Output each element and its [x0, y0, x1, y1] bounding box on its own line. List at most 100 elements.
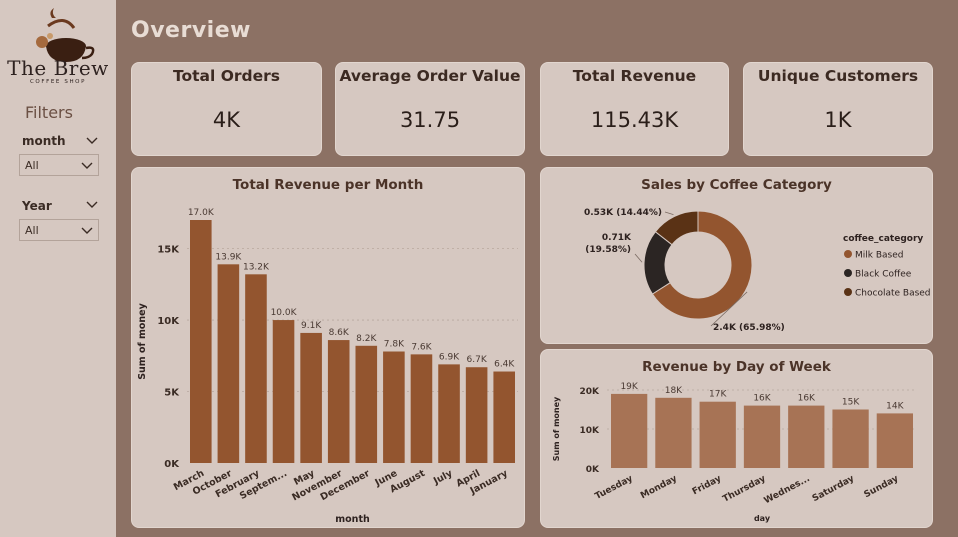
x-axis-title: day: [754, 514, 771, 523]
kpi-card-total-revenue: Total Revenue 115.43K: [540, 62, 729, 156]
data-label: 0.71K: [602, 233, 632, 243]
data-label: (19.58%): [585, 245, 631, 255]
chevron-down-icon[interactable]: [86, 200, 98, 210]
data-label: 8.6K: [329, 328, 350, 338]
y-axis-title: Sum of money: [137, 302, 148, 379]
leader-line: [634, 253, 643, 263]
y-tick-label: 0K: [586, 465, 600, 475]
data-label: 7.6K: [411, 342, 432, 352]
kpi-card-unique-customers: Unique Customers 1K: [743, 62, 933, 156]
x-axis-title: month: [335, 514, 370, 525]
bar[interactable]: [438, 364, 460, 463]
bar[interactable]: [655, 397, 692, 468]
data-label: 6.7K: [467, 355, 488, 365]
legend-marker: [844, 269, 852, 277]
month-select[interactable]: All: [19, 154, 99, 176]
data-label: 8.2K: [356, 334, 377, 344]
data-label: 17.0K: [188, 208, 215, 218]
legend-entry[interactable]: Black Coffee: [855, 270, 912, 280]
data-label: 13.9K: [215, 252, 242, 262]
y-tick-label: 20K: [580, 387, 601, 397]
month-filter-label: month: [22, 134, 66, 148]
kpi-label: Total Revenue: [572, 67, 697, 85]
data-label: 17K: [709, 390, 727, 400]
bar[interactable]: [611, 393, 648, 468]
bar[interactable]: [699, 401, 736, 468]
kpi-card-average-order-value: Average Order Value 31.75: [335, 62, 525, 156]
bar[interactable]: [217, 264, 240, 463]
revenue-by-day-card: Revenue by Day of Week 0K 10K 20K 19K Tuesda…: [540, 349, 933, 528]
kpi-label: Total Orders: [172, 67, 281, 85]
bar[interactable]: [743, 405, 781, 468]
data-label: 14K: [886, 401, 904, 411]
x-tick-label: Thursday: [721, 474, 767, 505]
data-label: 0.53K (14.44%): [584, 208, 662, 218]
data-label: 16K: [753, 394, 771, 404]
leader-line: [664, 211, 674, 216]
legend-marker: [844, 288, 852, 296]
kpi-value: 1K: [824, 108, 852, 132]
leader-line: [710, 291, 748, 327]
x-tick-label: July: [431, 468, 455, 488]
month-select-value: All: [25, 159, 39, 172]
coffee-cup-logo-icon: [36, 8, 95, 62]
y-tick-label: 10K: [157, 316, 180, 327]
kpi-value: 4K: [212, 108, 241, 132]
x-tick-label: Friday: [691, 474, 723, 498]
legend-marker: [844, 250, 852, 258]
chart-title: Sales by Coffee Category: [641, 177, 832, 193]
bar[interactable]: [832, 409, 869, 469]
x-tick-label: Monday: [639, 474, 679, 502]
y-axis-title: Sum of money: [552, 396, 561, 461]
data-label: 9.1K: [301, 321, 322, 331]
bar[interactable]: [355, 345, 378, 463]
bar[interactable]: [383, 351, 405, 463]
revenue-per-month-chart: 0K5K10K15K17.0KMarch13.9KOctober13.2KFeb…: [137, 208, 518, 525]
bar[interactable]: [788, 405, 825, 468]
data-label: 6.9K: [439, 352, 460, 362]
bar[interactable]: [327, 340, 350, 463]
bar[interactable]: [465, 367, 488, 463]
year-filter-label: Year: [22, 199, 52, 213]
x-tick-label: Tuesday: [594, 474, 635, 502]
kpi-label: Average Order Value: [339, 67, 521, 85]
bar[interactable]: [190, 220, 212, 463]
data-label: 16K: [798, 394, 816, 404]
bar[interactable]: [272, 320, 295, 463]
bar[interactable]: [493, 371, 515, 463]
x-tick-label: Saturday: [811, 474, 856, 504]
filters-title: Filters: [25, 103, 73, 122]
legend-title: coffee_category: [843, 234, 923, 244]
chevron-down-icon: [81, 162, 93, 169]
brand-name: The Brew: [7, 56, 109, 80]
chart-title: Revenue by Day of Week: [642, 359, 831, 375]
bar[interactable]: [876, 413, 913, 468]
year-select-value: All: [25, 224, 39, 237]
x-tick-label: Sunday: [863, 474, 901, 500]
chart-title: Total Revenue per Month: [232, 177, 424, 193]
brand-tagline: COFFEE SHOP: [29, 79, 87, 85]
data-label: 2.4K (65.98%): [713, 323, 785, 333]
data-label: 13.2K: [243, 262, 270, 272]
chevron-down-icon[interactable]: [86, 136, 98, 146]
legend-entry[interactable]: Chocolate Based: [855, 289, 931, 299]
bar[interactable]: [245, 274, 267, 463]
bar[interactable]: [300, 332, 322, 463]
year-select[interactable]: All: [19, 219, 99, 241]
sales-by-category-card: Sales by Coffee Category 2.4K (65.98%) 0.…: [540, 167, 933, 344]
data-label: 7.8K: [384, 340, 405, 350]
legend-entry[interactable]: Milk Based: [855, 251, 903, 261]
sidebar: The Brew COFFEE SHOP Filters month All Y…: [0, 0, 116, 537]
page-title: Overview: [131, 18, 251, 43]
kpi-label: Unique Customers: [757, 67, 919, 85]
pie-slice[interactable]: [654, 210, 699, 246]
y-tick-label: 10K: [580, 426, 601, 436]
revenue-by-day-chart: 0K 10K 20K 19K Tuesday 18K Monday 17K Friday 16K T…: [552, 382, 917, 523]
revenue-per-month-card: Total Revenue per Month 0K 5K 10K 15K 17.0K M…: [131, 167, 525, 528]
bar[interactable]: [410, 354, 433, 463]
x-tick-label: Wednes...: [763, 474, 812, 506]
data-label: 10.0K: [271, 308, 298, 318]
pie-slice[interactable]: [651, 210, 753, 320]
y-tick-label: 5K: [164, 388, 180, 399]
kpi-value: 31.75: [399, 108, 461, 132]
